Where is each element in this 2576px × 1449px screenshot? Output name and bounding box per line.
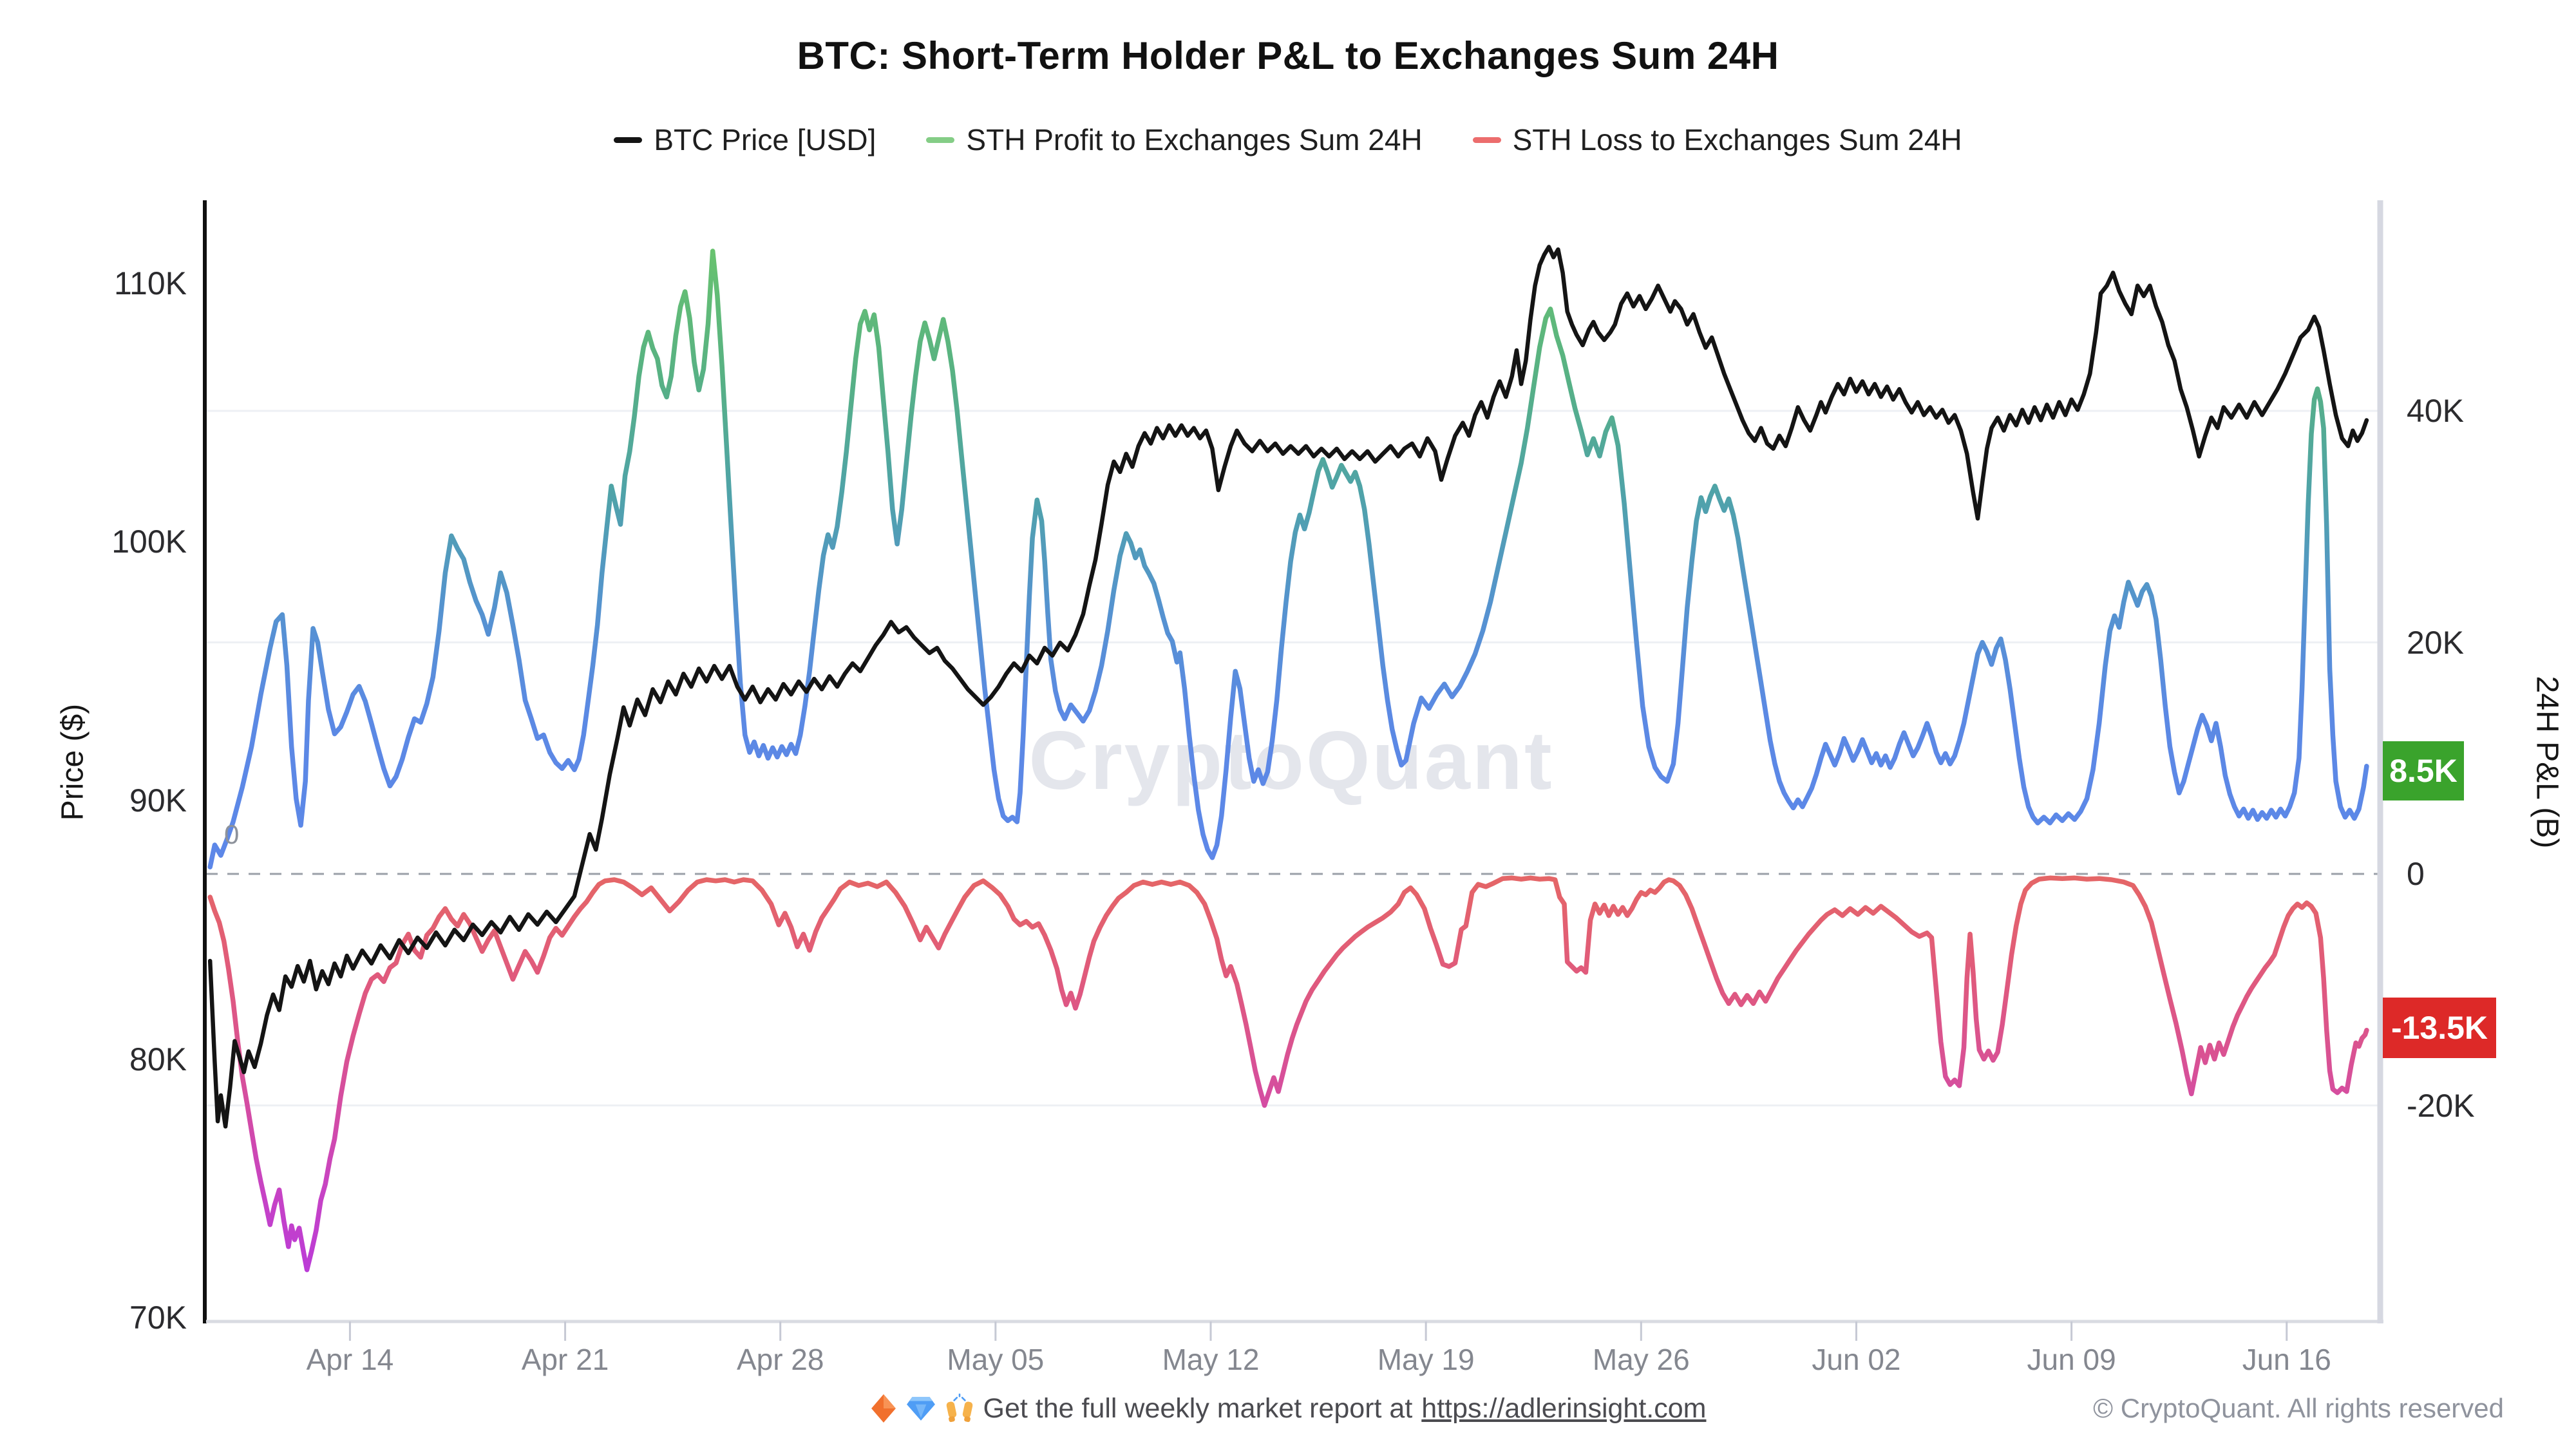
cryptoquant-watermark: CryptoQuant [1028,715,1554,807]
price-axis-tick-label: 70K [129,1300,187,1336]
legend-label: STH Profit to Exchanges Sum 24H [966,123,1423,156]
price-axis-tick-label: 110K [113,265,187,301]
price-axis-tick-label: 90K [129,782,187,819]
right-axis-title: 24H P&L (B) [2530,676,2564,849]
x-axis-label: Apr 21 [521,1343,609,1376]
legend-item-sth-loss: STH Loss to Exchanges Sum 24H [1472,122,1962,157]
btc-price-line [207,245,2369,1129]
price-axis-tick-label: 100K [111,524,187,560]
btc-price-swatch-icon [614,137,643,143]
pnl-axis-tick-label: 40K [2407,393,2464,429]
x-axis-label: Jun 02 [1812,1343,1901,1376]
legend-item-btc-price: BTC Price [USD] [614,122,876,157]
x-axis-label: Jun 09 [2027,1343,2116,1376]
raised-hands-icon [946,1394,972,1423]
sth-loss-swatch-icon [1472,137,1501,143]
legend-label: STH Loss to Exchanges Sum 24H [1512,123,1962,156]
x-axis-label: May 12 [1162,1343,1260,1376]
x-axis-label: May 05 [947,1343,1045,1376]
current-profit-badge: 8.5K [2383,741,2464,800]
footer-text: Get the full weekly market report at [983,1392,1413,1424]
sth-profit-line [207,249,2369,869]
x-axis-label: Apr 28 [736,1343,824,1376]
x-axis-label: Jun 16 [2242,1343,2331,1376]
footer-note: Get the full weekly market report at htt… [0,1386,2576,1431]
orange-diamond-icon [871,1394,896,1423]
gem-icon [906,1397,935,1421]
footer-link[interactable]: https://adlerinsight.com [1421,1392,1707,1424]
page-title: BTC: Short-Term Holder P&L to Exchanges … [797,34,1779,77]
legend-item-sth-profit: STH Profit to Exchanges Sum 24H [926,122,1423,157]
x-axis-label: May 19 [1377,1343,1475,1376]
x-axis-label: May 26 [1592,1343,1690,1376]
sth-profit-swatch-icon [926,137,955,143]
legend-label: BTC Price [USD] [654,123,876,156]
zero-line-inline-label: 0 [224,819,240,849]
x-axis-label: Apr 14 [306,1343,394,1376]
pnl-axis-tick-label: -20K [2407,1087,2475,1124]
sth-loss-line [207,875,2369,1273]
copyright-notice: © CryptoQuant. All rights reserved [2093,1393,2504,1423]
legend: BTC Price [USD] STH Profit to Exchanges … [0,122,2576,157]
pnl-axis-tick-label: 20K [2407,624,2464,661]
pnl-axis-tick-label: 0 [2407,856,2425,892]
price-axis-tick-label: 80K [129,1041,187,1077]
current-loss-badge: -13.5K [2383,998,2496,1058]
